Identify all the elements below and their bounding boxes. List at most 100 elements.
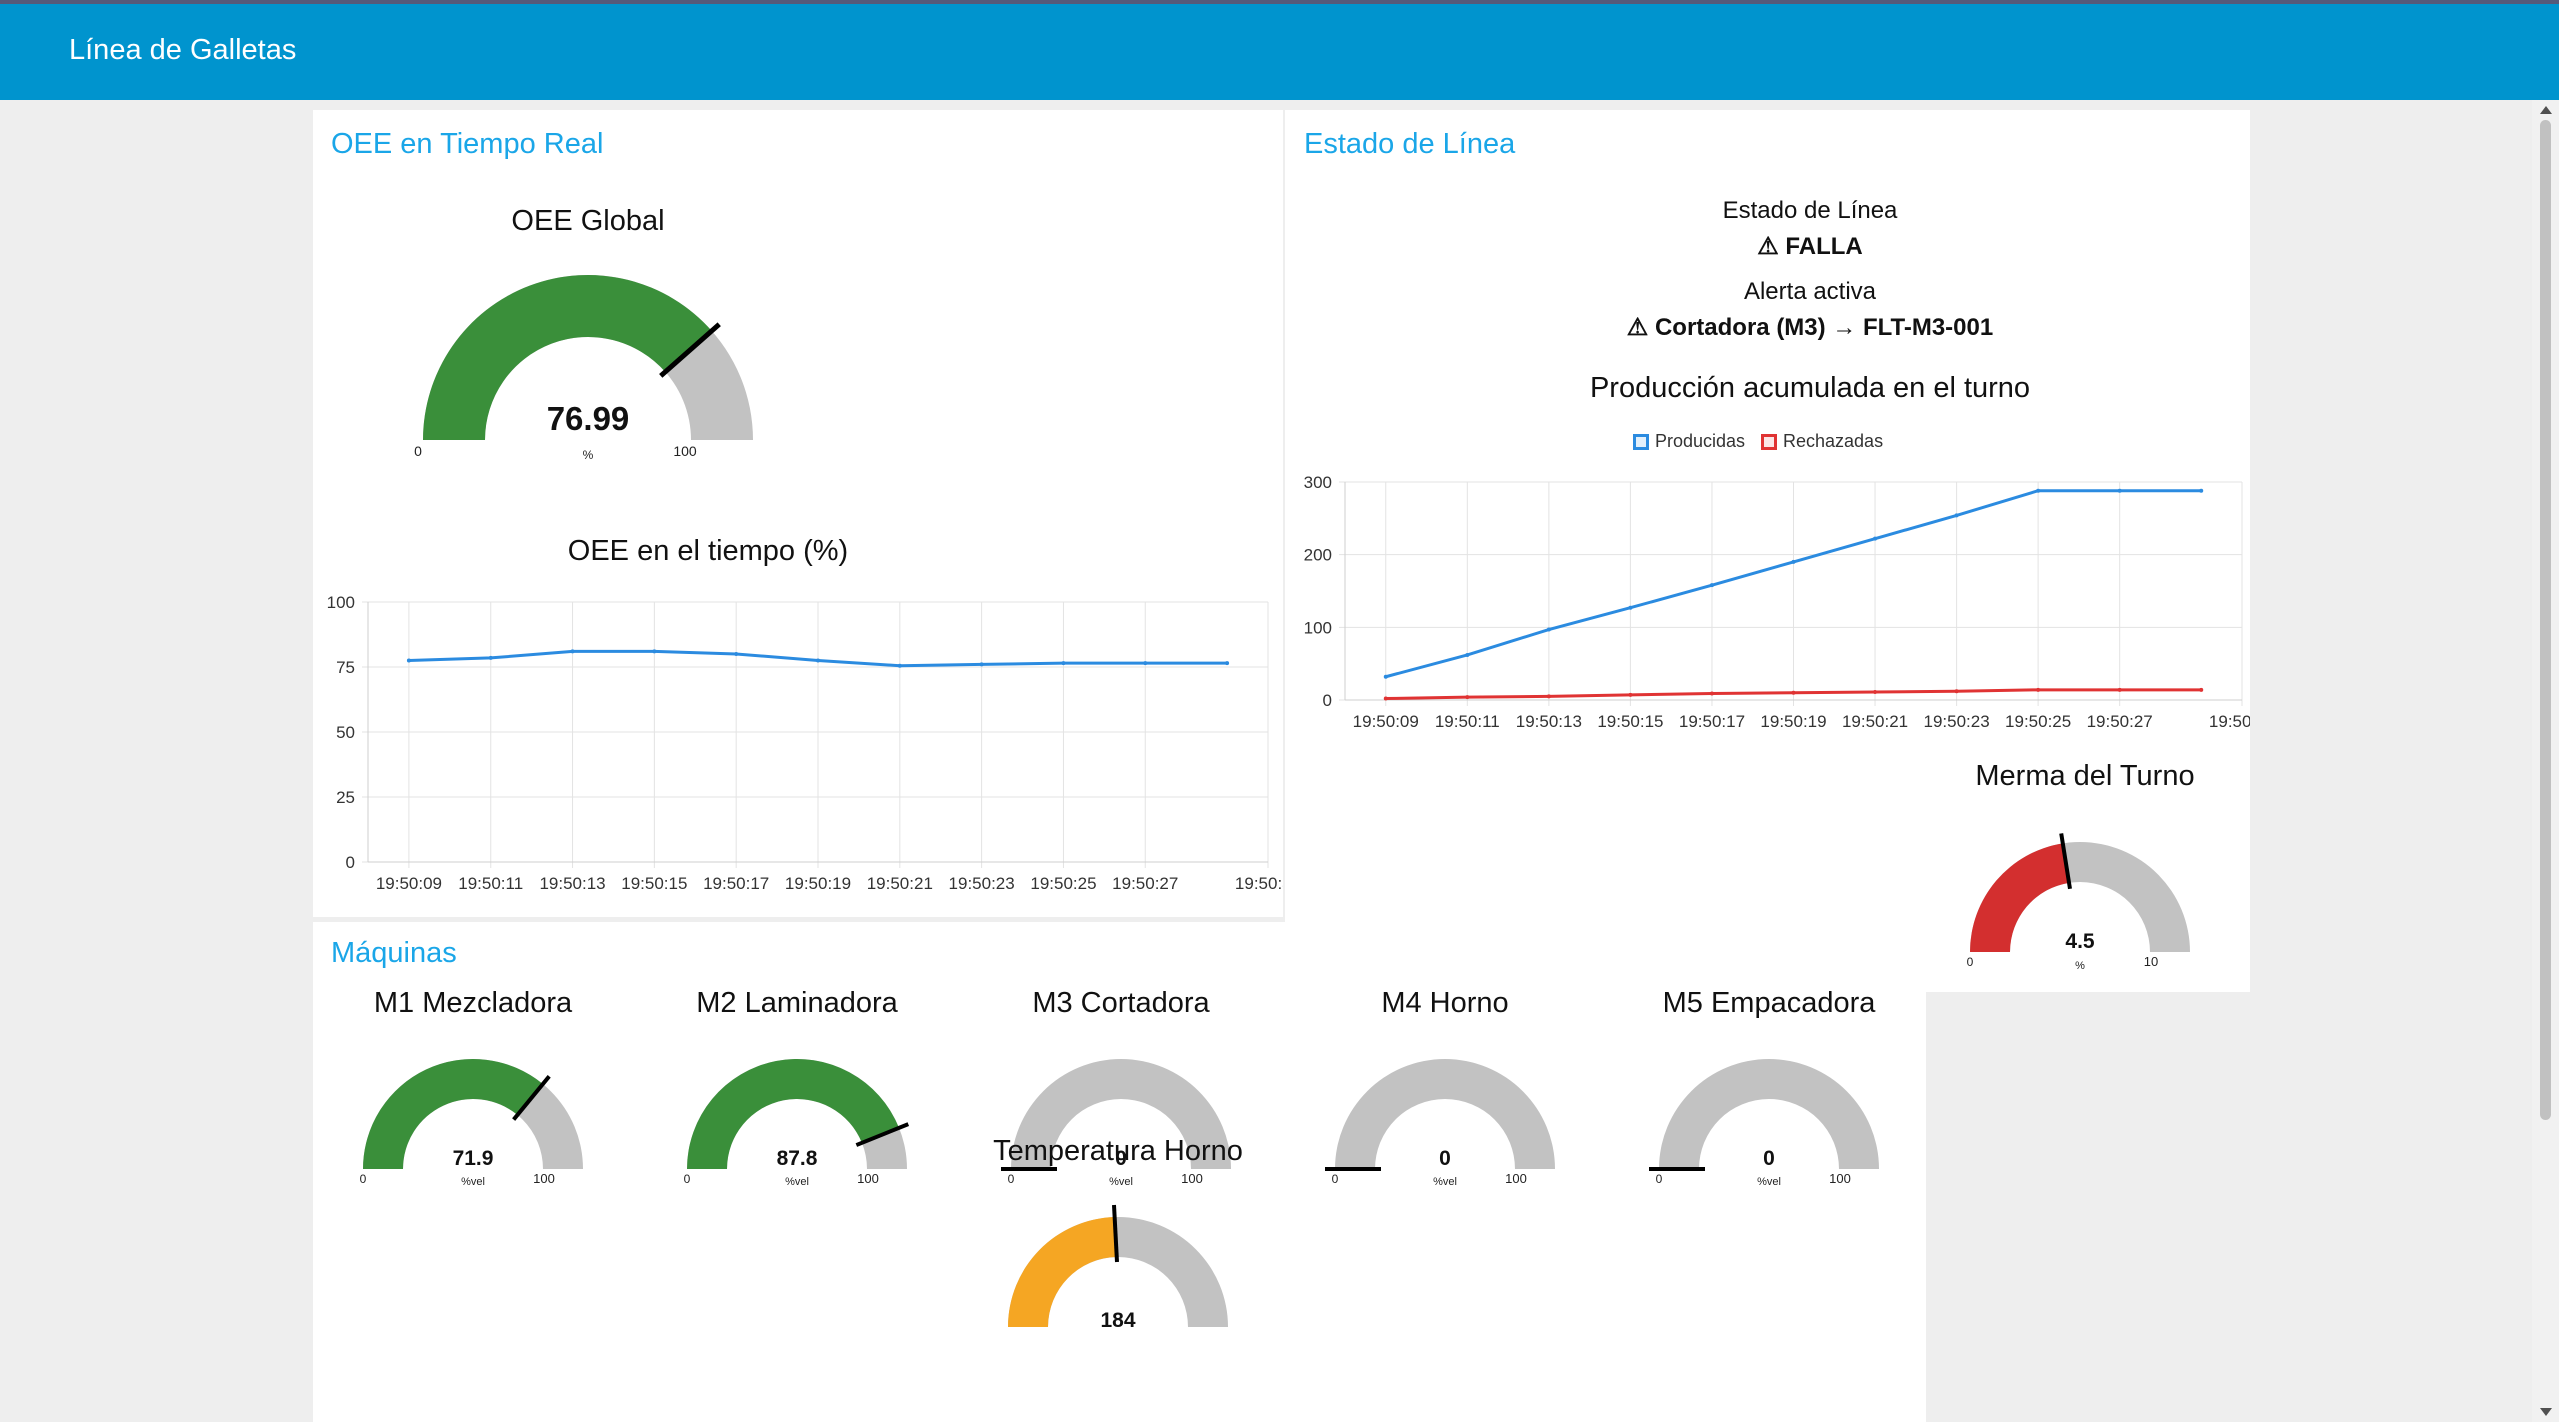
data-point bbox=[1465, 652, 1470, 657]
data-point bbox=[897, 663, 902, 668]
data-point bbox=[1628, 692, 1633, 697]
top-header-bar: Línea de Galletas bbox=[0, 0, 2559, 100]
legend-rechazadas[interactable]: Rechazadas bbox=[1761, 431, 1883, 452]
data-point bbox=[1225, 661, 1230, 666]
x-tick-label: 19:50:23 bbox=[1923, 712, 1989, 731]
merma-max: 10 bbox=[2144, 954, 2158, 969]
machine-title: M3 Cortadora bbox=[1032, 987, 1210, 1019]
machine-gauge: 71.9 %vel 0 100 bbox=[360, 1059, 583, 1188]
x-tick-label: 19:50:27 bbox=[1112, 874, 1178, 893]
estado-card-title: Estado de Línea bbox=[1304, 128, 1516, 160]
y-tick-label: 200 bbox=[1304, 546, 1332, 565]
data-point bbox=[979, 662, 984, 667]
x-tick-label: 19:50:25 bbox=[1030, 874, 1096, 893]
gauge-arc-bg bbox=[1335, 1059, 1555, 1169]
legend-rechazadas-label: Rechazadas bbox=[1783, 431, 1884, 451]
data-point bbox=[1383, 696, 1388, 701]
data-point bbox=[1546, 627, 1551, 632]
data-point bbox=[1791, 690, 1796, 695]
data-point bbox=[1873, 690, 1878, 695]
data-point bbox=[1465, 695, 1470, 700]
data-point bbox=[1709, 691, 1714, 696]
machine-max: 100 bbox=[1505, 1171, 1527, 1186]
data-point bbox=[2117, 687, 2122, 692]
gauge-needle bbox=[659, 322, 721, 378]
gauge-arc-fill bbox=[423, 275, 712, 440]
data-point bbox=[734, 652, 739, 656]
x-tick-label: 19:50:15 bbox=[1597, 712, 1663, 731]
merma-title: Merma del Turno bbox=[1975, 760, 2195, 792]
x-tick-label: 19:50:17 bbox=[703, 874, 769, 893]
scroll-up-icon[interactable] bbox=[2540, 106, 2552, 114]
merma-min: 0 bbox=[1967, 955, 1974, 969]
machine-max: 100 bbox=[533, 1171, 555, 1186]
data-point bbox=[2117, 488, 2122, 493]
y-tick-label: 75 bbox=[336, 658, 355, 677]
data-point bbox=[2199, 687, 2204, 692]
temperatura-gauge: 184 bbox=[1008, 1204, 1228, 1327]
machine-min: 0 bbox=[1008, 1172, 1015, 1186]
legend-producidas-label: Producidas bbox=[1655, 431, 1746, 451]
gauge-arc-bg bbox=[1011, 1059, 1231, 1169]
machine-gauge: 0 %vel 0 100 bbox=[1325, 1059, 1555, 1188]
machine-gauge: 87.8 %vel 0 100 bbox=[684, 1059, 910, 1188]
x-tick-label: 19:50:30 bbox=[2209, 712, 2250, 731]
oee-card-title: OEE en Tiempo Real bbox=[331, 128, 604, 160]
legend-rechazadas-swatch bbox=[1761, 433, 1777, 450]
temperatura-arc-fill bbox=[1008, 1217, 1116, 1327]
machine-title: M2 Laminadora bbox=[696, 987, 898, 1019]
oee-card: OEE en Tiempo Real OEE Global 76.99 % 0 … bbox=[313, 110, 1283, 917]
data-point bbox=[488, 655, 493, 660]
data-point bbox=[1954, 689, 1959, 694]
x-tick-label: 19:50:11 bbox=[1435, 712, 1500, 731]
machine-value: 0 bbox=[1763, 1147, 1775, 1170]
machine-unit: %vel bbox=[461, 1176, 485, 1188]
data-point bbox=[1873, 536, 1878, 541]
data-point bbox=[406, 658, 411, 663]
machine-min: 0 bbox=[1656, 1172, 1663, 1186]
x-tick-label: 19:50:19 bbox=[785, 874, 851, 893]
y-tick-label: 50 bbox=[336, 723, 355, 742]
legend-producidas-swatch bbox=[1633, 433, 1649, 450]
y-tick-label: 25 bbox=[336, 788, 355, 807]
vertical-scrollbar[interactable] bbox=[2532, 100, 2559, 1422]
status-label: Estado de Línea bbox=[1722, 197, 1898, 224]
machine-max: 100 bbox=[1829, 1171, 1851, 1186]
app-title: Línea de Galletas bbox=[69, 34, 297, 66]
y-tick-label: 0 bbox=[1323, 691, 1332, 710]
data-point bbox=[2199, 488, 2204, 493]
machine-min: 0 bbox=[684, 1172, 691, 1186]
machine-unit: %vel bbox=[785, 1176, 809, 1188]
temperatura-needle bbox=[1112, 1204, 1119, 1263]
gauge-arc-fill bbox=[363, 1059, 543, 1169]
scrollbar-thumb[interactable] bbox=[2540, 120, 2551, 1120]
alert-value: ⚠ Cortadora (M3) → FLT-M3-001 bbox=[1626, 314, 1994, 341]
maquinas-card: Máquinas M1 Mezcladora 71.9 %vel 0 100 M2 Lam… bbox=[313, 922, 1926, 1422]
machine-title: M4 Horno bbox=[1381, 987, 1509, 1019]
machine-unit: %vel bbox=[1433, 1176, 1457, 1188]
oee-global-max: 100 bbox=[673, 443, 697, 459]
machine-value: 0 bbox=[1115, 1147, 1127, 1170]
machine-title: M1 Mezcladora bbox=[373, 987, 573, 1019]
x-tick-label: 19:50:09 bbox=[1353, 712, 1419, 731]
gauge-needle bbox=[855, 1122, 910, 1147]
x-tick-label: 19:50:15 bbox=[621, 874, 687, 893]
chart-grid bbox=[1339, 481, 2243, 706]
scroll-down-icon[interactable] bbox=[2540, 1408, 2552, 1416]
machine-unit: %vel bbox=[1109, 1176, 1133, 1188]
machine-min: 0 bbox=[360, 1172, 367, 1186]
estado-card: Estado de Línea Estado de Línea ⚠ FALLA … bbox=[1285, 110, 2250, 992]
data-point bbox=[816, 658, 820, 663]
gauge-arc-fill bbox=[687, 1059, 900, 1169]
machine-max: 100 bbox=[1181, 1171, 1203, 1186]
x-tick-label: 19:50:09 bbox=[376, 874, 442, 893]
legend-producidas[interactable]: Producidas bbox=[1633, 431, 1745, 452]
oee-time-chart-title: OEE en el tiempo (%) bbox=[567, 535, 849, 567]
data-point bbox=[1791, 559, 1796, 564]
x-tick-label: 19:50:30 bbox=[1235, 874, 1283, 893]
data-point bbox=[652, 649, 657, 654]
data-point bbox=[1061, 661, 1066, 666]
merma-value: 4.5 bbox=[2065, 930, 2095, 953]
production-chart: 19:50:09 19:50:11 19:50:13 19:50:15 19:50:17… bbox=[1304, 473, 2250, 731]
data-point bbox=[1383, 674, 1388, 679]
